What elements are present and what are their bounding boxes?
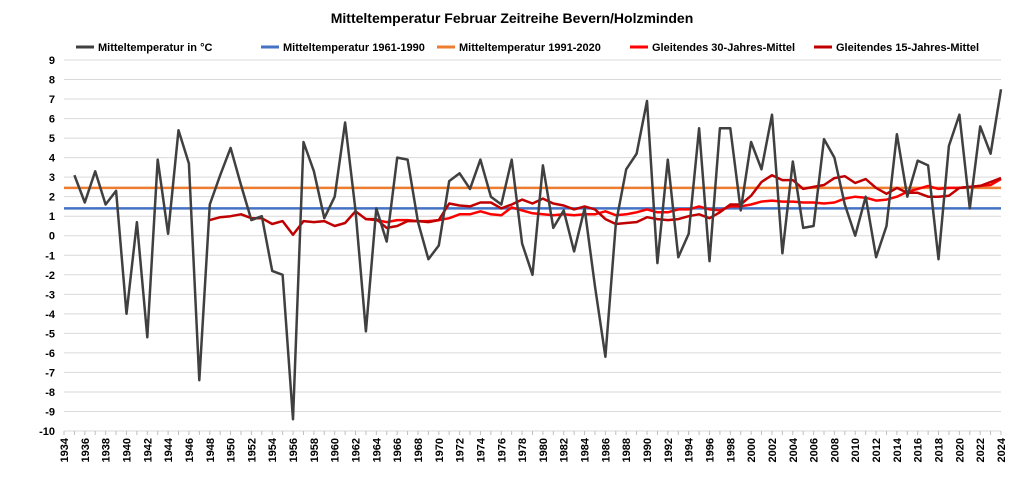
x-tick-label: 1972	[455, 438, 467, 462]
x-tick-label: 1960	[330, 438, 342, 462]
y-tick-label: 7	[49, 94, 55, 106]
x-tick-label: 1968	[413, 438, 425, 462]
legend-label: Gleitendes 15-Jahres-Mittel	[836, 42, 979, 54]
legend-label: Gleitendes 30-Jahres-Mittel	[652, 42, 795, 54]
legend-label: Mitteltemperatur in °C	[98, 42, 212, 54]
x-tick-label: 1966	[392, 438, 404, 462]
series-line-gleitend-15	[209, 173, 1002, 237]
y-tick-label: -2	[45, 270, 55, 282]
y-tick-label: 6	[49, 114, 55, 126]
x-tick-label: 2016	[913, 438, 925, 462]
x-tick-label: 2024	[996, 437, 1008, 462]
x-tick-label: 1992	[663, 438, 675, 462]
x-tick-label: 1974	[475, 437, 487, 462]
x-tick-label: 1990	[642, 438, 654, 462]
x-tick-label: 2008	[829, 438, 841, 462]
y-tick-label: -5	[45, 328, 55, 340]
x-axis-ticks: 1934 1936 1938 1940 1942 1944 1946 1948 1950 1952…	[59, 430, 1008, 462]
x-tick-label: 1984	[580, 437, 592, 462]
x-tick-label: 2022	[975, 438, 987, 462]
y-tick-label: -6	[45, 348, 55, 360]
x-tick-label: 2014	[892, 437, 904, 462]
x-tick-label: 1956	[288, 438, 300, 462]
x-tick-label: 1986	[600, 438, 612, 462]
x-tick-label: 1998	[725, 438, 737, 462]
series-lines	[64, 89, 1003, 421]
y-tick-label: -10	[39, 426, 55, 438]
x-tick-label: 2000	[746, 438, 758, 462]
x-tick-label: 1940	[121, 438, 133, 462]
x-tick-label: 1948	[205, 438, 217, 462]
y-tick-label: -3	[45, 289, 55, 301]
x-tick-label: 1934	[59, 437, 71, 462]
x-tick-label: 1980	[538, 438, 550, 462]
x-tick-label: 1962	[351, 438, 363, 462]
x-tick-label: 1952	[246, 438, 258, 462]
x-tick-label: 1938	[101, 438, 113, 462]
y-tick-label: -9	[45, 406, 55, 418]
x-tick-label: 2010	[850, 438, 862, 462]
x-tick-label: 1942	[142, 438, 154, 462]
x-tick-label: 1944	[163, 437, 175, 462]
x-tick-label: 1958	[309, 438, 321, 462]
x-tick-label: 1996	[704, 438, 716, 462]
x-tick-label: 2006	[809, 438, 821, 462]
x-tick-label: 1978	[517, 438, 529, 462]
legend-label: Mitteltemperatur 1961-1990	[283, 42, 425, 54]
chart-title: Mitteltemperatur Februar Zeitreihe Bever…	[331, 10, 694, 26]
x-tick-label: 1964	[371, 437, 383, 462]
y-tick-label: 2	[49, 192, 55, 204]
x-tick-label: 1936	[80, 438, 92, 462]
y-tick-label: -8	[45, 387, 55, 399]
x-tick-label: 1994	[684, 437, 696, 462]
x-tick-label: 2018	[934, 438, 946, 462]
y-tick-label: -4	[45, 309, 56, 321]
x-tick-label: 1950	[226, 438, 238, 462]
series-line-gleitend-30	[365, 178, 1002, 224]
x-tick-label: 2004	[788, 437, 800, 462]
y-tick-label: 9	[49, 55, 55, 67]
x-tick-label: 2002	[767, 438, 779, 462]
legend: Mitteltemperatur in °C Mitteltemperatur 1…	[76, 42, 979, 54]
x-tick-label: 2012	[871, 438, 883, 462]
y-tick-label: -1	[45, 250, 55, 262]
x-tick-label: 1970	[434, 438, 446, 462]
x-tick-label: 1976	[496, 438, 508, 462]
x-tick-label: 1954	[267, 437, 279, 462]
y-tick-label: 3	[49, 172, 55, 184]
x-tick-label: 2020	[954, 438, 966, 462]
x-tick-label: 1982	[559, 438, 571, 462]
x-tick-label: 1946	[184, 438, 196, 462]
y-tick-label: -7	[45, 367, 55, 379]
y-tick-label: 4	[49, 153, 56, 165]
x-tick-label: 1988	[621, 438, 633, 462]
series-line-mitteltemperatur	[73, 89, 1003, 421]
legend-label: Mitteltemperatur 1991-2020	[459, 42, 601, 54]
y-tick-label: 1	[49, 211, 55, 223]
y-tick-label: 0	[49, 231, 55, 243]
y-tick-label: 8	[49, 75, 55, 87]
y-tick-label: 5	[49, 133, 55, 145]
gridlines	[64, 59, 1001, 432]
